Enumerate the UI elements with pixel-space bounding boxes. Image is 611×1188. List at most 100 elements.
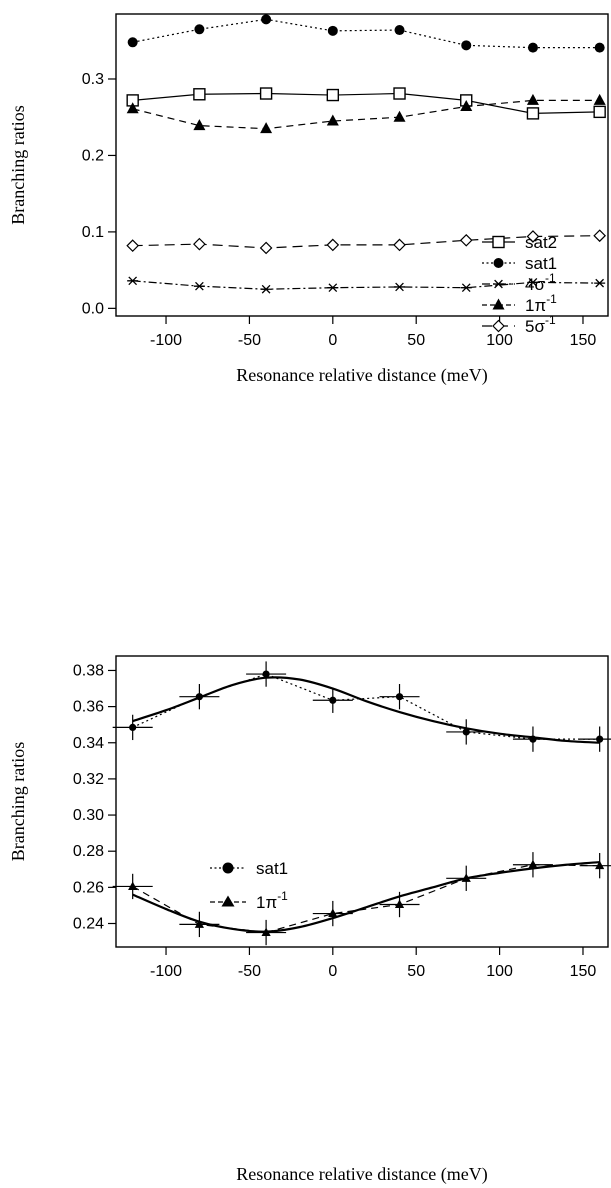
x-tick-label: -100 bbox=[150, 332, 182, 349]
series-sat1 bbox=[112, 661, 611, 752]
x-tick-label: -100 bbox=[150, 963, 182, 980]
data-line bbox=[132, 235, 600, 249]
plot-frame bbox=[115, 655, 609, 948]
marker-diamond bbox=[459, 233, 473, 247]
legend-label: 5σ-1 bbox=[525, 313, 556, 336]
legend-name: 5σ bbox=[525, 317, 545, 336]
marker-diamond bbox=[126, 239, 140, 253]
data-line bbox=[132, 673, 600, 740]
x-tick-label: 0 bbox=[328, 332, 337, 349]
marker-square bbox=[593, 105, 606, 119]
marker-circle bbox=[329, 696, 337, 704]
legend-superscript: -1 bbox=[545, 271, 556, 285]
marker-asterisk bbox=[460, 283, 472, 293]
marker-asterisk bbox=[193, 281, 205, 291]
legend-label: 4σ-1 bbox=[525, 271, 556, 294]
marker-triangle bbox=[460, 100, 473, 112]
marker-triangle bbox=[328, 908, 338, 918]
x-tick-label: 100 bbox=[486, 963, 513, 980]
marker-circle bbox=[129, 723, 137, 731]
fit-curve bbox=[132, 860, 600, 933]
x-axis-title: Resonance relative distance (meV) bbox=[236, 365, 487, 386]
marker-triangle bbox=[595, 860, 605, 870]
marker-circle bbox=[194, 24, 205, 35]
legend-superscript: -1 bbox=[545, 313, 556, 327]
marker-diamond bbox=[593, 229, 607, 243]
marker-triangle bbox=[528, 859, 538, 869]
marker-circle bbox=[529, 735, 537, 743]
marker-square bbox=[492, 235, 505, 249]
y-tick-label: 0.24 bbox=[73, 916, 104, 933]
marker-triangle bbox=[261, 927, 271, 937]
data-line bbox=[132, 280, 600, 290]
y-tick-label: 0.3 bbox=[82, 71, 104, 88]
marker-square bbox=[393, 87, 406, 100]
legend: sat1 1π-1 bbox=[210, 859, 288, 912]
chart-panel-1: -100 -50 0 50 100 150 0.0 0.1 0.2 0.3 Resonance re… bbox=[8, 13, 609, 386]
x-tick-label: -50 bbox=[238, 332, 261, 349]
series-sat1 bbox=[127, 14, 605, 53]
marker-diamond bbox=[393, 238, 406, 252]
series-1-inv bbox=[126, 93, 606, 134]
data-line bbox=[132, 18, 600, 49]
legend-label: sat2 bbox=[525, 233, 557, 252]
marker-triangle bbox=[126, 102, 139, 114]
plot-frame bbox=[115, 13, 609, 317]
x-tick-label: -50 bbox=[238, 963, 261, 980]
marker-diamond bbox=[259, 241, 273, 255]
marker-asterisk bbox=[493, 279, 504, 289]
marker-triangle bbox=[326, 114, 339, 126]
y-tick-label: 0.0 bbox=[82, 300, 104, 317]
marker-circle bbox=[527, 42, 538, 53]
y-tick-label: 0.1 bbox=[82, 224, 104, 241]
marker-circle bbox=[596, 735, 604, 743]
marker-triangle bbox=[526, 93, 539, 105]
legend-label: 1π-1 bbox=[525, 292, 557, 315]
x-tick-label: 100 bbox=[486, 332, 513, 349]
marker-diamond bbox=[326, 238, 340, 252]
marker-asterisk bbox=[594, 278, 606, 288]
marker-diamond bbox=[193, 237, 206, 251]
legend-name: sat2 bbox=[525, 233, 557, 252]
marker-triangle bbox=[193, 119, 206, 131]
marker-circle bbox=[461, 40, 472, 51]
marker-square bbox=[326, 88, 340, 102]
marker-asterisk bbox=[527, 278, 539, 287]
y-tick-label: 0.32 bbox=[73, 771, 104, 788]
marker-triangle bbox=[128, 881, 138, 890]
marker-circle bbox=[462, 728, 470, 736]
marker-triangle bbox=[393, 110, 406, 122]
y-tick-label: 0.34 bbox=[73, 735, 104, 752]
legend-superscript: -1 bbox=[277, 889, 288, 903]
legend-marker-circle bbox=[222, 862, 234, 874]
y-tick-label: 0.38 bbox=[73, 662, 104, 679]
marker-circle bbox=[594, 42, 605, 53]
marker-triangle bbox=[461, 873, 471, 882]
y-tick-label: 0.36 bbox=[73, 699, 104, 716]
data-line bbox=[132, 864, 600, 934]
legend-name: 4σ bbox=[525, 275, 545, 294]
marker-diamond bbox=[492, 319, 505, 333]
marker-square bbox=[193, 88, 206, 101]
marker-asterisk bbox=[327, 283, 339, 293]
marker-square bbox=[259, 87, 273, 100]
marker-circle bbox=[261, 14, 272, 25]
marker-triangle bbox=[260, 122, 273, 134]
x-tick-label: 0 bbox=[328, 963, 337, 980]
y-tick-label: 0.2 bbox=[82, 147, 104, 164]
series-5-inv bbox=[126, 229, 607, 255]
legend-label: 1π-1 bbox=[256, 889, 288, 912]
legend-marker-triangle bbox=[221, 895, 235, 907]
data-line bbox=[132, 92, 600, 114]
legend-name: 1π bbox=[525, 296, 546, 315]
marker-triangle bbox=[394, 899, 405, 909]
legend-label: sat1 bbox=[525, 254, 557, 273]
fit-curve bbox=[132, 676, 600, 744]
y-tick-label: 0.28 bbox=[73, 843, 104, 860]
marker-circle bbox=[493, 258, 504, 268]
marker-circle bbox=[127, 37, 138, 48]
y-tick-label: 0.30 bbox=[73, 807, 104, 824]
legend-name: sat1 bbox=[256, 859, 288, 878]
